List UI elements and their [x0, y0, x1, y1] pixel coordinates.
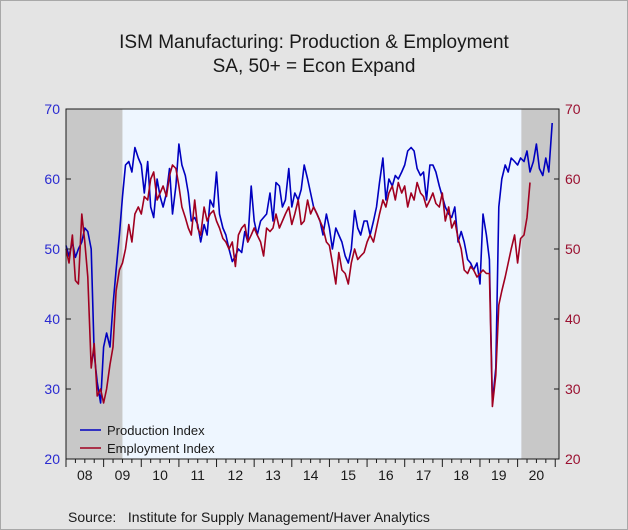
legend-label-2: Employment Index: [107, 441, 215, 456]
x-tick-label: 11: [190, 467, 205, 483]
series-line-employment: [65, 164, 531, 408]
x-tick-label: 10: [152, 467, 168, 483]
chart-subtitle: SA, 50+ = Econ Expand: [212, 56, 416, 77]
x-tick-label: 18: [453, 467, 469, 483]
x-tick-label: 13: [265, 467, 281, 483]
series-line-production: [65, 122, 553, 404]
y-left-tick-label: 30: [44, 381, 60, 397]
y-right-tick-label: 20: [565, 451, 581, 467]
x-tick-label: 16: [378, 467, 394, 483]
source-note: Source: Institute for Supply Management/…: [68, 509, 430, 525]
x-tick-label: 20: [529, 467, 545, 483]
y-right-tick-label: 50: [565, 241, 581, 257]
recession-band-2: [521, 109, 559, 459]
x-tick-label: 08: [77, 467, 93, 483]
chart-title: ISM Manufacturing: Production & Employme…: [119, 32, 509, 53]
x-tick-label: 14: [303, 467, 319, 483]
y-left-tick-label: 60: [44, 171, 60, 187]
x-tick-label: 17: [416, 467, 432, 483]
y-right-tick-label: 30: [565, 381, 581, 397]
y-left-tick-label: 40: [44, 311, 60, 327]
y-right-tick-label: 60: [565, 171, 581, 187]
recession-band-1: [66, 109, 123, 459]
y-left-tick-label: 70: [44, 101, 60, 117]
y-left-tick-label: 50: [44, 241, 60, 257]
y-right-tick-label: 40: [565, 311, 581, 327]
y-right-tick-label: 70: [565, 101, 581, 117]
y-left-tick-label: 20: [44, 451, 60, 467]
plot-area-border: [65, 108, 560, 460]
legend-label-1: Production Index: [107, 423, 205, 438]
x-tick-label: 15: [340, 467, 356, 483]
x-tick-label: 09: [115, 467, 131, 483]
x-tick-label: 12: [228, 467, 244, 483]
x-tick-label: 19: [491, 467, 507, 483]
